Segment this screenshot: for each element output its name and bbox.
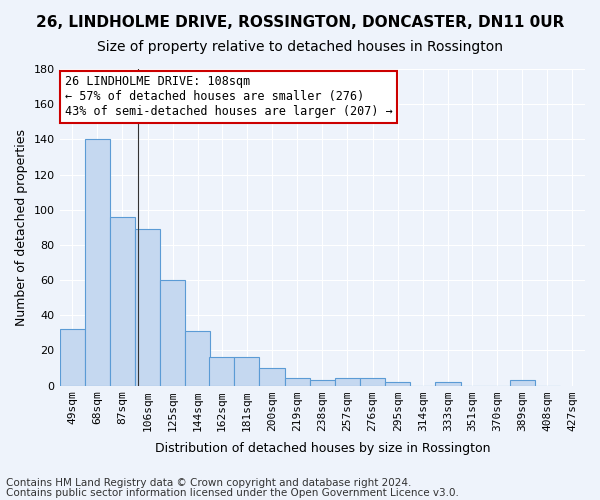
Bar <box>259 368 284 386</box>
Text: Contains HM Land Registry data © Crown copyright and database right 2024.: Contains HM Land Registry data © Crown c… <box>6 478 412 488</box>
Bar <box>509 380 535 386</box>
Bar <box>310 380 335 386</box>
Bar <box>360 378 385 386</box>
X-axis label: Distribution of detached houses by size in Rossington: Distribution of detached houses by size … <box>155 442 490 455</box>
Bar <box>234 358 259 386</box>
Bar <box>135 229 160 386</box>
Bar <box>335 378 360 386</box>
Bar <box>209 358 234 386</box>
Text: 26 LINDHOLME DRIVE: 108sqm
← 57% of detached houses are smaller (276)
43% of sem: 26 LINDHOLME DRIVE: 108sqm ← 57% of deta… <box>65 76 392 118</box>
Bar <box>284 378 310 386</box>
Bar <box>110 216 135 386</box>
Text: 26, LINDHOLME DRIVE, ROSSINGTON, DONCASTER, DN11 0UR: 26, LINDHOLME DRIVE, ROSSINGTON, DONCAST… <box>36 15 564 30</box>
Bar <box>385 382 410 386</box>
Bar <box>185 331 211 386</box>
Text: Contains public sector information licensed under the Open Government Licence v3: Contains public sector information licen… <box>6 488 459 498</box>
Bar <box>160 280 185 386</box>
Bar <box>59 330 85 386</box>
Bar <box>85 140 110 386</box>
Text: Size of property relative to detached houses in Rossington: Size of property relative to detached ho… <box>97 40 503 54</box>
Bar <box>436 382 461 386</box>
Y-axis label: Number of detached properties: Number of detached properties <box>15 129 28 326</box>
